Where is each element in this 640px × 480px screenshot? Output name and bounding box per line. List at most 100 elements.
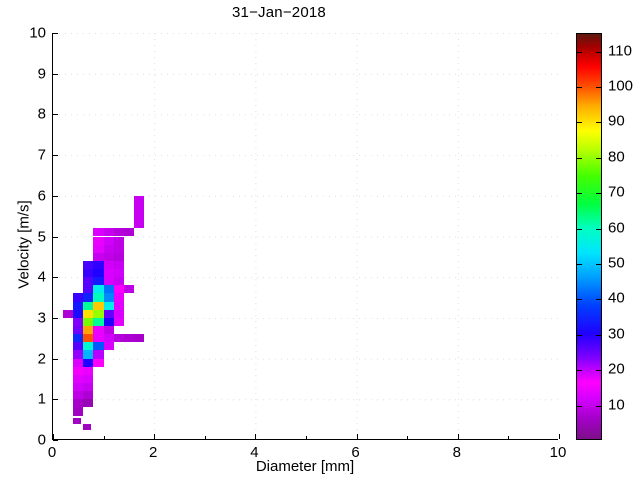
colorbar-tick-label: 80 <box>608 148 625 166</box>
heatmap-cell <box>93 350 104 359</box>
heatmap-cell <box>73 317 84 327</box>
y-tick-label: 5 <box>37 228 46 245</box>
colorbar-tick <box>596 264 601 266</box>
x-tick-minor <box>508 436 510 439</box>
heatmap-cell <box>93 358 104 367</box>
heatmap-cell <box>83 342 94 351</box>
heatmap-cell <box>83 374 94 383</box>
heatmap-cell <box>73 374 84 383</box>
heatmap-cell <box>103 252 114 261</box>
heatmap-cell <box>103 334 114 343</box>
plot-axes <box>52 33 560 441</box>
x-tick <box>154 434 156 439</box>
y-tick <box>53 399 58 401</box>
heatmap-cell <box>133 334 145 343</box>
heatmap-cell <box>73 293 84 302</box>
heatmap-cell <box>113 269 124 278</box>
x-tick-minor <box>204 436 206 439</box>
plot-area <box>53 33 558 439</box>
colorbar-tick <box>577 157 582 159</box>
colorbar <box>576 33 602 440</box>
y-tick-label: 8 <box>37 105 46 123</box>
x-tick-label: 6 <box>351 444 360 461</box>
colorbar-tick <box>596 370 601 372</box>
colorbar-tick <box>596 299 601 301</box>
colorbar-tick-label: 100 <box>608 77 634 95</box>
heatmap-cell <box>103 301 114 310</box>
heatmap-cell <box>73 366 84 375</box>
y-tick-label: 4 <box>37 268 46 286</box>
heatmap-cell <box>103 244 114 253</box>
heatmap-cell <box>93 228 104 237</box>
x-tick <box>356 434 358 439</box>
x-tick-label: 8 <box>452 444 461 461</box>
heatmap-cell <box>113 317 124 327</box>
y-tick-label: 9 <box>37 65 46 83</box>
heatmap-cell <box>83 423 91 430</box>
y-tick-label: 0 <box>37 431 46 449</box>
heatmap-cell <box>83 277 94 286</box>
heatmap-cell <box>93 309 104 318</box>
heatmap-cell <box>83 383 94 392</box>
colorbar-tick <box>596 405 601 407</box>
heatmap-cell <box>73 391 84 400</box>
y-tick-label: 10 <box>29 24 46 42</box>
heatmap-cell <box>133 195 145 229</box>
heatmap-cell <box>93 244 104 253</box>
heatmap-cell <box>83 260 94 270</box>
heatmap-cell <box>93 277 104 286</box>
colorbar-tick-label: 90 <box>608 112 625 130</box>
y-tick <box>53 236 58 238</box>
x-tick-minor <box>407 436 409 439</box>
heatmap-cell <box>93 326 104 335</box>
heatmap-cell <box>73 350 84 359</box>
heatmap-cell <box>93 285 104 294</box>
heatmap-cell <box>113 277 124 286</box>
heatmap-cell <box>103 260 114 270</box>
heatmap-cell <box>103 269 114 278</box>
x-tick <box>457 434 459 439</box>
y-tick-label: 6 <box>37 187 46 205</box>
grid-dots <box>53 33 558 439</box>
heatmap-cell <box>73 399 84 408</box>
x-tick <box>559 434 560 439</box>
y-tick <box>53 277 58 279</box>
heatmap-cell <box>83 334 94 343</box>
colorbar-tick <box>596 51 601 53</box>
heatmap-cell <box>83 358 94 367</box>
heatmap-cell <box>123 285 134 294</box>
colorbar-tick-label: 40 <box>608 289 625 307</box>
heatmap-cell <box>123 334 134 343</box>
heatmap-cell <box>93 293 104 302</box>
x-tick-label: 10 <box>549 444 567 461</box>
heatmap-cell <box>83 350 94 359</box>
heatmap-cell <box>73 358 84 367</box>
y-tick-label: 7 <box>37 146 46 164</box>
colorbar-tick <box>577 334 582 336</box>
heatmap-cell <box>73 301 84 310</box>
y-tick-label: 1 <box>37 390 46 408</box>
colorbar-tick <box>596 334 601 336</box>
heatmap-cell <box>113 309 124 318</box>
x-tick <box>53 434 54 439</box>
colorbar-tick <box>596 193 601 195</box>
heatmap-cell <box>83 269 94 278</box>
x-tick-minor <box>306 436 307 439</box>
y-tick-label: 3 <box>37 309 46 327</box>
colorbar-tick <box>577 264 582 266</box>
colorbar-tick <box>577 299 582 301</box>
colorbar-tick <box>577 405 582 407</box>
heatmap-cell <box>93 334 104 343</box>
chart-title: 31−Jan−2018 <box>232 4 326 21</box>
heatmap-cell <box>73 309 84 318</box>
colorbar-gradient <box>577 34 601 439</box>
colorbar-tick-label: 60 <box>608 219 625 237</box>
heatmap-cell <box>113 285 124 294</box>
colorbar-tick-label: 10 <box>608 396 625 414</box>
colorbar-tick <box>596 157 601 159</box>
y-axis-title: Velocity [m/s] <box>15 200 33 289</box>
colorbar-tick <box>577 87 582 89</box>
heatmap-cell <box>83 301 94 310</box>
heatmap-cell <box>73 383 84 392</box>
heatmap-cell <box>63 309 74 318</box>
